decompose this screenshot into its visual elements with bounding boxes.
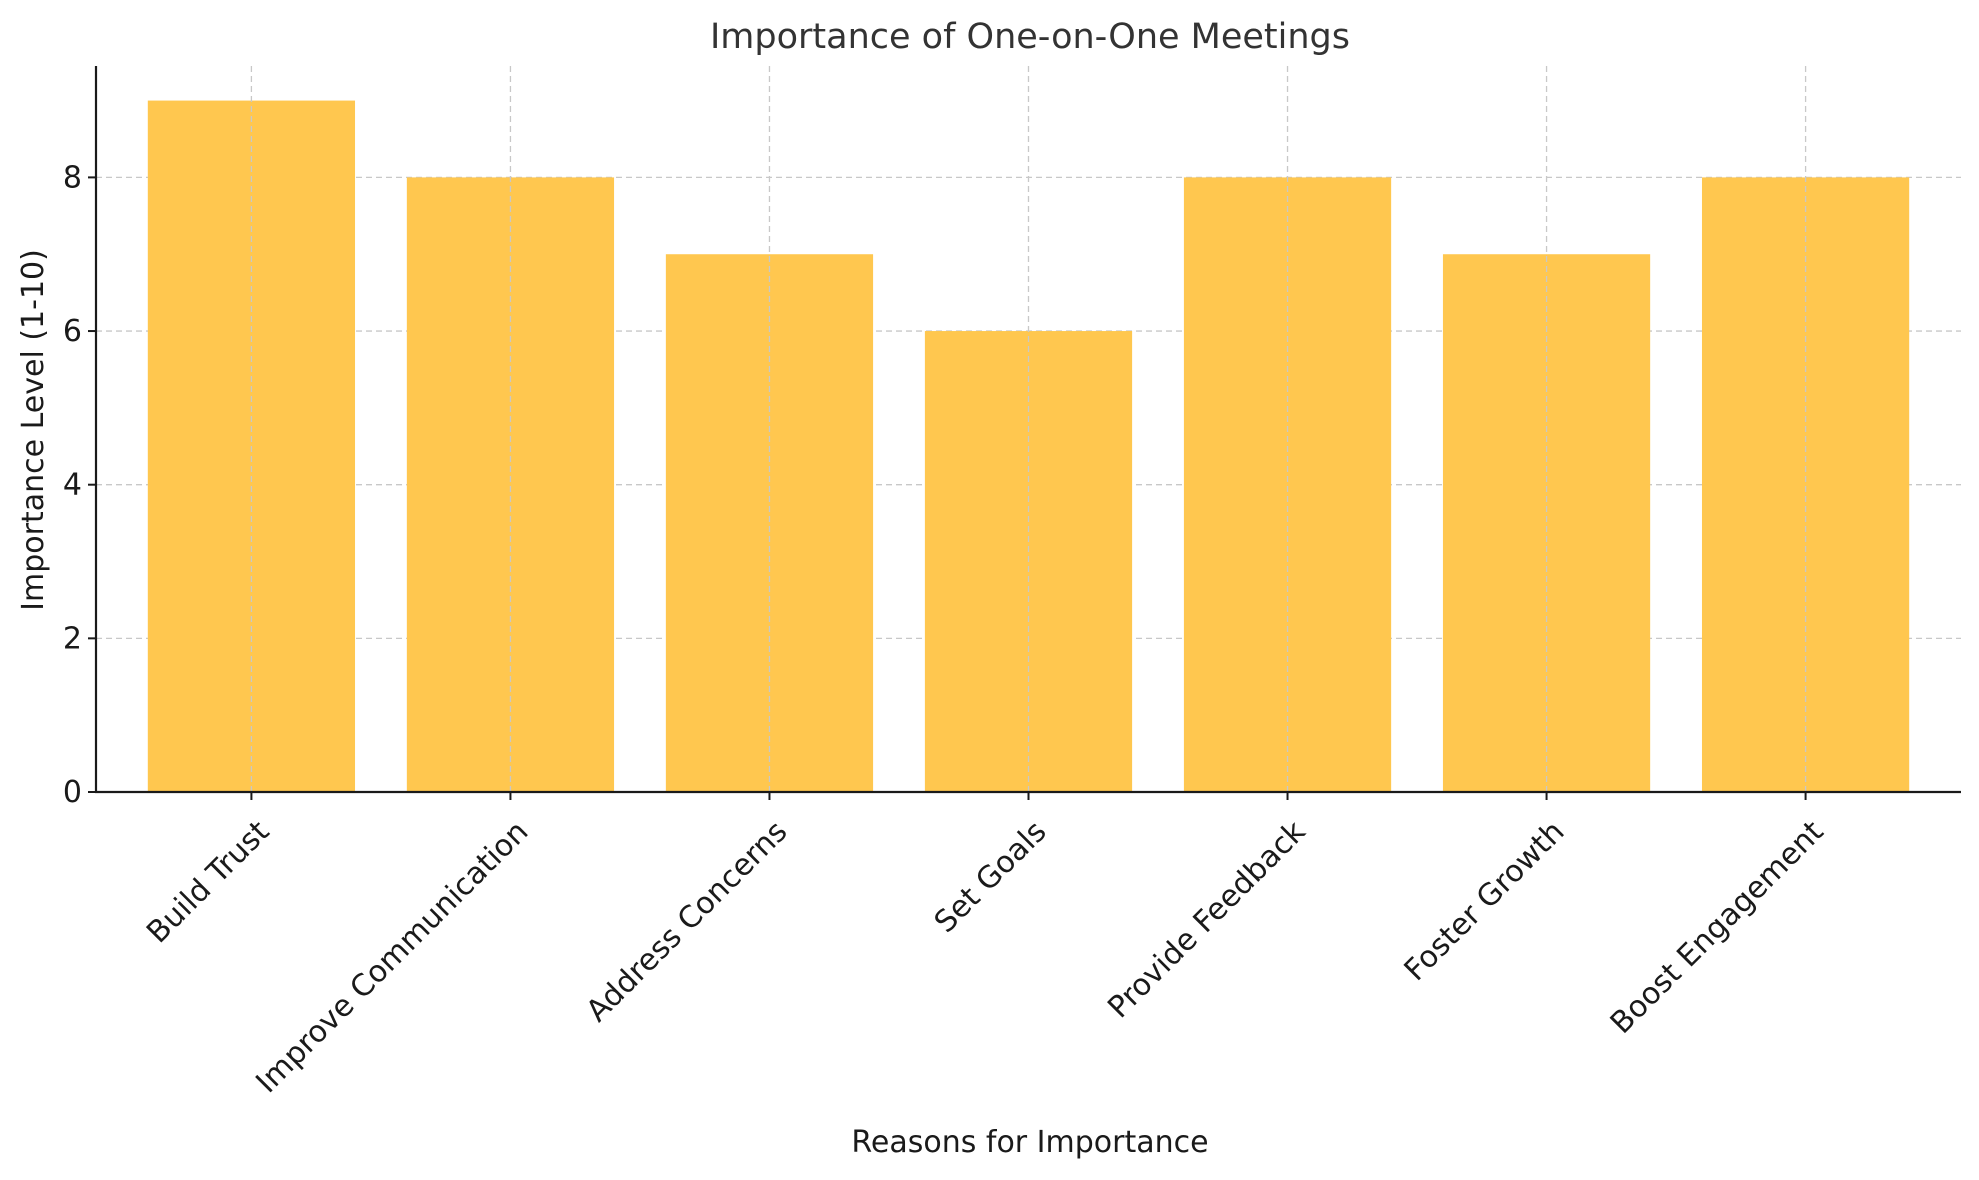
x-tick-label: Address Concerns [580,814,795,1029]
x-tick-label: Build Trust [140,814,276,950]
x-tick-label: Set Goals [928,814,1054,940]
chart-title: Importance of One-on-One Meetings [710,17,1350,57]
x-tick-label: Boost Engagement [1604,814,1831,1041]
bar-foster-growth [1442,254,1651,792]
y-axis-label: Importance Level (1-10) [16,249,51,611]
y-tick-label: 8 [63,160,82,195]
y-tick-label: 2 [63,621,82,656]
y-tick-labels: 0 2 4 6 8 [63,160,82,810]
y-tick-label: 6 [63,314,82,349]
bar-address-concerns [665,254,874,792]
y-tick-label: 4 [63,468,82,503]
axes [88,66,1961,800]
bars [147,100,1910,793]
x-tick-label: Provide Feedback [1101,814,1313,1026]
y-tick-label: 0 [63,775,82,810]
x-axis-label: Reasons for Importance [851,1125,1208,1160]
x-tick-label: Foster Growth [1398,814,1572,988]
x-tick-label: Improve Communication [249,814,535,1100]
